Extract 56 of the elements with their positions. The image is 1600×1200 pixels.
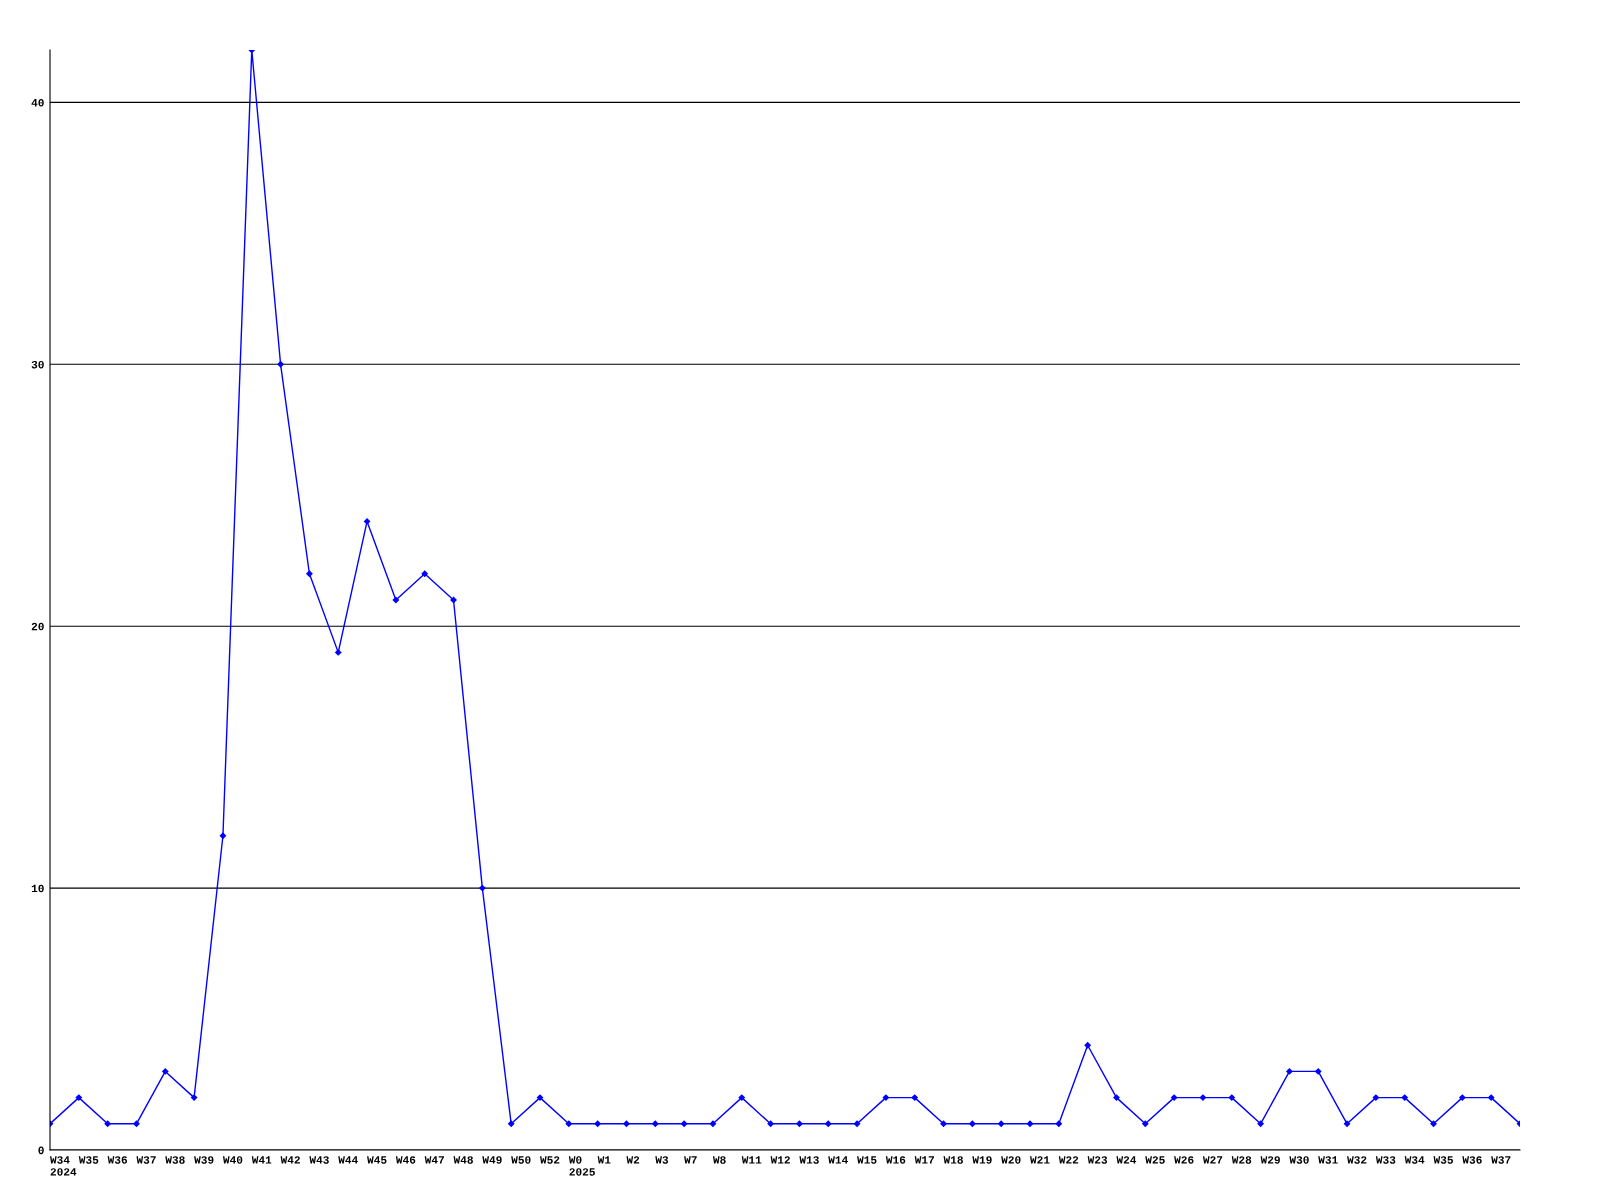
x-tick-label: W35 <box>1433 1156 1453 1164</box>
x-tick-label: W8 <box>712 1156 726 1164</box>
x-tick-label: W34 <box>1404 1156 1425 1164</box>
x-tick-label: W1 <box>597 1156 611 1164</box>
x-tick-label: W32 <box>1347 1156 1367 1164</box>
x-tick-label: W46 <box>395 1156 416 1164</box>
x-tick-label: W21 <box>1030 1156 1050 1164</box>
x-tick-label: W38 <box>165 1156 185 1164</box>
y-tick-label: 10 <box>31 884 44 893</box>
x-tick-label: W39 <box>194 1156 214 1164</box>
x-tick-label: W42 <box>280 1156 300 1164</box>
x-tick-label: W23 <box>1087 1156 1108 1164</box>
x-tick-label: W26 <box>1174 1156 1194 1164</box>
x-tick-label: W0 2025 <box>568 1156 595 1176</box>
x-tick-label: W47 <box>424 1156 444 1164</box>
x-tick-label: W2 <box>626 1156 640 1164</box>
x-tick-label: W41 <box>251 1156 272 1164</box>
x-tick-label: W24 <box>1116 1156 1137 1164</box>
x-tick-label: W29 <box>1260 1156 1280 1164</box>
x-tick-label: W18 <box>943 1156 963 1164</box>
x-tick-label: W22 <box>1058 1156 1079 1164</box>
x-tick-label: W37 <box>136 1156 156 1164</box>
x-tick-label: W40 <box>222 1156 243 1164</box>
x-tick-label: W25 <box>1145 1156 1165 1164</box>
x-tick-label: W36 <box>107 1156 128 1164</box>
x-tick-label: W45 <box>367 1156 387 1164</box>
y-tick-label: 30 <box>31 360 44 369</box>
x-tick-label: W15 <box>857 1156 877 1164</box>
x-tick-label: W20 <box>1001 1156 1021 1164</box>
x-tick-label: W36 <box>1462 1156 1482 1164</box>
x-tick-label: W34 2024 <box>50 1156 77 1176</box>
x-tick-label: W19 <box>972 1156 992 1164</box>
x-tick-label: W37 <box>1491 1156 1511 1164</box>
x-tick-label: W28 <box>1231 1156 1252 1164</box>
x-tick-label: W35 <box>78 1156 99 1164</box>
y-tick-label: 0 <box>38 1146 44 1155</box>
x-tick-label: W48 <box>453 1156 473 1164</box>
x-tick-label: W49 <box>482 1156 502 1164</box>
x-tick-label: W3 <box>655 1156 669 1164</box>
y-tick-label: 20 <box>31 622 44 631</box>
x-tick-label: W30 <box>1289 1156 1309 1164</box>
x-tick-label: W44 <box>338 1156 358 1164</box>
x-tick-label: W11 <box>741 1156 762 1164</box>
x-tick-label: W52 <box>540 1156 560 1164</box>
x-tick-label: W12 <box>770 1156 790 1164</box>
x-tick-label: W27 <box>1202 1156 1223 1164</box>
x-tick-label: W13 <box>799 1156 819 1164</box>
x-tick-label: W16 <box>885 1156 906 1164</box>
x-tick-label: W7 <box>684 1156 697 1164</box>
x-tick-label: W14 <box>828 1156 848 1164</box>
x-tick-label: W43 <box>309 1156 329 1164</box>
x-tick-label: W50 <box>511 1156 531 1164</box>
x-tick-label: W17 <box>914 1156 934 1164</box>
x-tick-label: W33 <box>1375 1156 1396 1164</box>
y-tick-label: 40 <box>31 98 44 107</box>
x-tick-label: W31 <box>1318 1156 1338 1164</box>
